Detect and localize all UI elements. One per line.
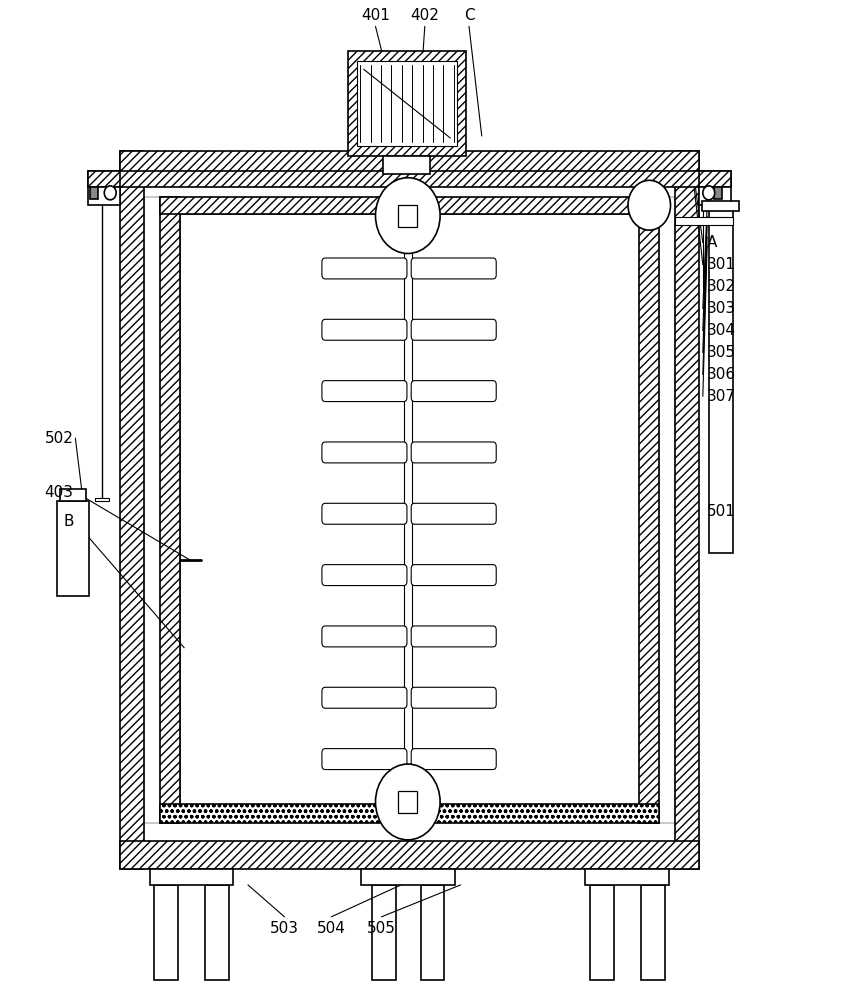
Bar xyxy=(383,156,430,174)
Bar xyxy=(713,187,722,199)
Text: 402: 402 xyxy=(410,8,439,23)
Bar xyxy=(698,171,730,187)
Bar xyxy=(154,885,178,980)
Bar xyxy=(638,197,659,823)
Text: 303: 303 xyxy=(706,301,735,316)
FancyBboxPatch shape xyxy=(411,319,496,340)
FancyBboxPatch shape xyxy=(321,565,406,586)
FancyBboxPatch shape xyxy=(411,442,496,463)
Circle shape xyxy=(104,186,116,200)
Text: 505: 505 xyxy=(366,921,395,936)
Bar xyxy=(95,498,108,501)
FancyBboxPatch shape xyxy=(321,503,406,524)
Bar xyxy=(205,885,229,980)
Circle shape xyxy=(702,186,714,200)
Bar xyxy=(398,205,417,227)
FancyBboxPatch shape xyxy=(411,626,496,647)
Circle shape xyxy=(627,180,670,230)
Text: 305: 305 xyxy=(706,345,735,360)
Bar xyxy=(640,885,664,980)
FancyBboxPatch shape xyxy=(321,258,406,279)
Text: 502: 502 xyxy=(45,431,73,446)
Text: 503: 503 xyxy=(270,921,299,936)
FancyBboxPatch shape xyxy=(321,442,406,463)
Bar xyxy=(420,885,444,980)
Bar xyxy=(398,791,417,813)
Bar xyxy=(360,869,454,885)
Text: A: A xyxy=(706,235,717,250)
Bar xyxy=(159,197,659,214)
FancyBboxPatch shape xyxy=(411,258,496,279)
Bar xyxy=(356,61,457,146)
Bar xyxy=(371,885,395,980)
Bar xyxy=(698,187,730,205)
FancyBboxPatch shape xyxy=(321,319,406,340)
Bar xyxy=(88,171,730,187)
FancyBboxPatch shape xyxy=(411,381,496,402)
Text: C: C xyxy=(463,8,474,23)
FancyBboxPatch shape xyxy=(411,565,496,586)
Text: 301: 301 xyxy=(706,257,735,272)
FancyBboxPatch shape xyxy=(321,626,406,647)
Bar xyxy=(56,501,89,596)
Bar xyxy=(120,841,698,869)
FancyBboxPatch shape xyxy=(411,749,496,770)
FancyBboxPatch shape xyxy=(321,687,406,708)
Text: 307: 307 xyxy=(706,389,735,404)
Bar xyxy=(88,187,120,205)
Text: 306: 306 xyxy=(706,367,735,382)
Bar xyxy=(708,205,732,553)
Bar xyxy=(159,804,659,823)
Bar xyxy=(88,171,120,187)
Bar xyxy=(159,197,180,823)
FancyBboxPatch shape xyxy=(321,381,406,402)
Bar xyxy=(150,869,233,885)
FancyBboxPatch shape xyxy=(321,749,406,770)
Bar xyxy=(589,885,613,980)
Text: 401: 401 xyxy=(360,8,389,23)
Bar xyxy=(89,187,98,199)
Bar xyxy=(674,217,732,225)
Bar xyxy=(120,151,698,179)
Bar xyxy=(659,197,674,823)
FancyBboxPatch shape xyxy=(411,503,496,524)
Circle shape xyxy=(375,764,440,840)
Text: 504: 504 xyxy=(316,921,345,936)
Text: 403: 403 xyxy=(44,485,73,500)
Text: 302: 302 xyxy=(706,279,735,294)
Text: 501: 501 xyxy=(706,504,735,519)
Bar xyxy=(120,151,144,869)
Bar xyxy=(674,151,698,869)
Bar xyxy=(348,51,465,156)
FancyBboxPatch shape xyxy=(411,687,496,708)
Bar xyxy=(584,869,668,885)
Bar xyxy=(60,489,85,501)
Bar xyxy=(144,197,159,823)
Bar xyxy=(403,214,412,804)
Circle shape xyxy=(375,178,440,253)
Text: 304: 304 xyxy=(706,323,735,338)
Text: B: B xyxy=(63,514,73,529)
Bar xyxy=(180,214,638,804)
Bar xyxy=(701,201,739,211)
